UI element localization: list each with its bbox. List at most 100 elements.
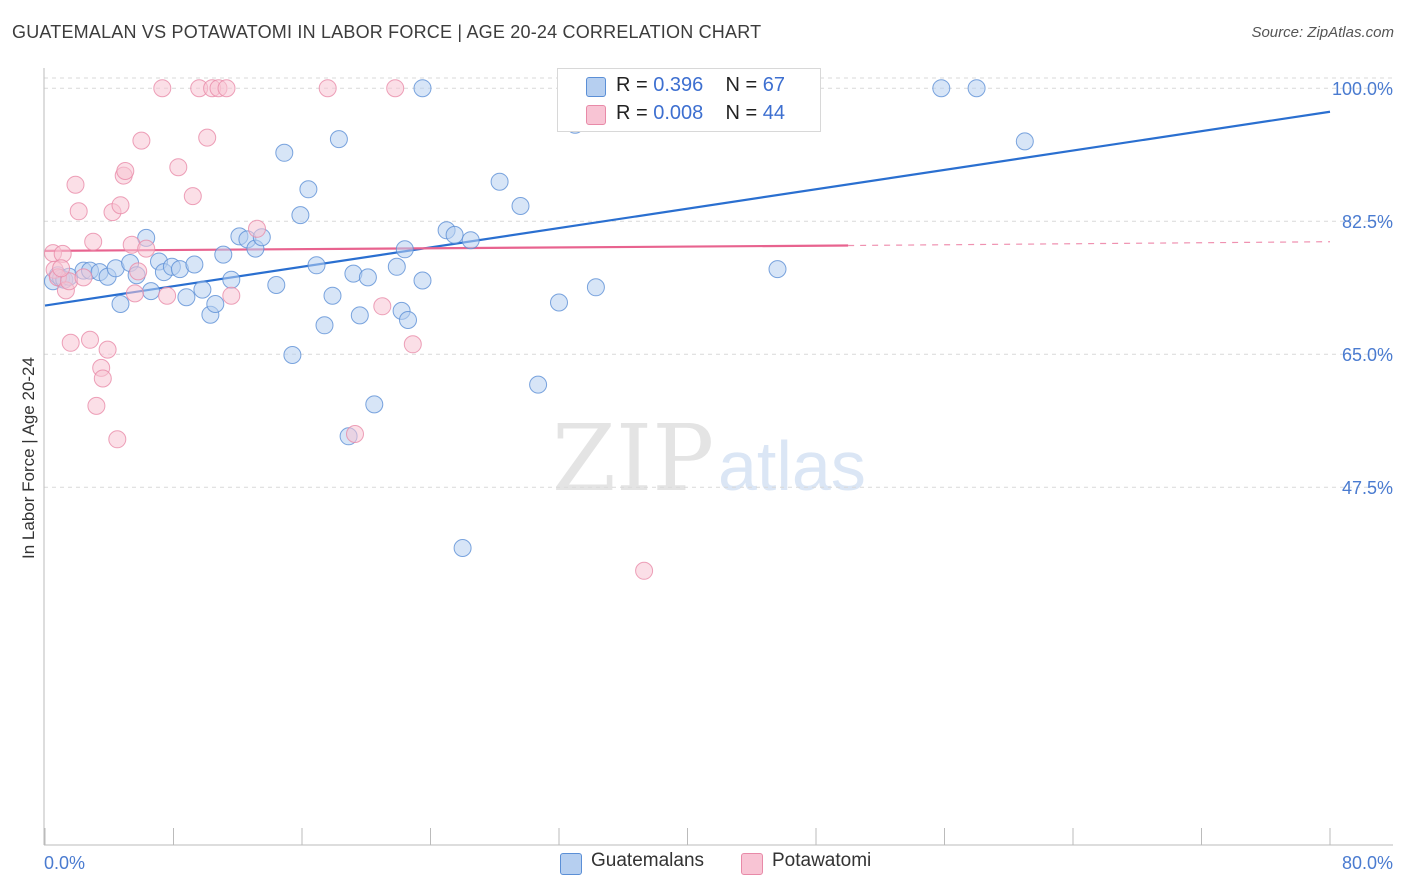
- potawatomi-point: [635, 561, 654, 580]
- legend-swatch-blue: [560, 853, 582, 875]
- guatemalan-point: [307, 256, 326, 275]
- potawatomi-point: [61, 333, 80, 352]
- guatemalan-point: [275, 143, 294, 162]
- potawatomi-trend-extension: [848, 241, 1331, 247]
- correlation-legend: R = 0.396 N = 67 R = 0.008 N = 44: [557, 68, 821, 132]
- source-label: Source: ZipAtlas.com: [1251, 24, 1394, 41]
- guatemalan-point: [142, 282, 160, 301]
- potawatomi-point: [74, 268, 93, 287]
- data-points: [44, 79, 1034, 580]
- guatemalan-point: [387, 257, 406, 276]
- potawatomi-point: [403, 335, 422, 354]
- legend-label: Potawatomi: [772, 850, 872, 871]
- series-legend: Guatemalans Potawatomi: [0, 850, 1406, 880]
- guatemalan-point: [283, 346, 302, 364]
- legend-label: Guatemalans: [591, 850, 705, 871]
- potawatomi-point: [125, 284, 144, 303]
- potawatomi-point: [108, 430, 127, 449]
- guatemalan-point: [206, 295, 225, 313]
- guatemalan-point: [1015, 132, 1034, 151]
- potawatomi-point: [129, 262, 148, 281]
- guatemalan-point: [315, 316, 334, 335]
- watermark-zip: ZIP: [552, 405, 714, 512]
- guatemalan-point: [222, 270, 241, 289]
- legend-r-value: 0.396: [653, 74, 704, 96]
- potawatomi-point: [93, 369, 112, 388]
- legend-n-label: N =: [725, 74, 763, 96]
- guatemalan-point: [967, 79, 986, 98]
- x-tick-label: 80.0%: [1342, 853, 1393, 873]
- grid: [44, 77, 1393, 488]
- legend-swatch-blue: [586, 77, 606, 97]
- guatemalan-point: [185, 255, 204, 274]
- guatemalan-point: [329, 130, 348, 149]
- y-tick-label: 82.5%: [1342, 212, 1393, 232]
- potawatomi-point: [183, 187, 202, 206]
- potawatomi-point: [346, 425, 364, 443]
- guatemalan-point: [111, 295, 130, 313]
- guatemalan-trend-line: [44, 110, 1331, 307]
- potawatomi-point: [198, 128, 217, 147]
- guatemalan-point: [214, 245, 233, 264]
- axes: [43, 68, 1393, 846]
- potawatomi-point: [386, 79, 405, 98]
- guatemalan-point: [529, 375, 548, 394]
- guatemalan-point: [267, 276, 286, 294]
- potawatomi-point: [137, 239, 156, 258]
- trend-lines: [44, 110, 1331, 307]
- legend-swatch-pink: [586, 105, 606, 125]
- legend-r-label: R =: [616, 74, 654, 96]
- potawatomi-point: [169, 158, 188, 177]
- potawatomi-point: [111, 196, 130, 215]
- legend-n-value: 44: [762, 102, 786, 124]
- legend-r-value: 0.008: [653, 102, 704, 124]
- potawatomi-point: [116, 162, 135, 180]
- watermark-atlas: atlas: [718, 427, 866, 505]
- potawatomi-point: [318, 79, 337, 98]
- guatemalan-point: [768, 260, 787, 279]
- guatemalan-point: [932, 79, 951, 98]
- chart-title: GUATEMALAN VS POTAWATOMI IN LABOR FORCE …: [12, 22, 762, 42]
- guatemalan-point: [550, 293, 568, 312]
- potawatomi-point: [98, 340, 117, 359]
- potawatomi-point: [153, 79, 172, 98]
- guatemalan-point: [511, 197, 530, 215]
- potawatomi-point: [248, 219, 266, 238]
- guatemalan-point: [358, 268, 377, 287]
- guatemalan-point: [586, 278, 605, 297]
- y-tick-label: 47.5%: [1342, 478, 1393, 498]
- potawatomi-point: [52, 259, 71, 278]
- potawatomi-point: [132, 131, 151, 150]
- potawatomi-point: [217, 79, 236, 98]
- guatemalan-point: [291, 206, 310, 225]
- guatemalan-point: [350, 306, 369, 325]
- y-tick-label: 65.0%: [1342, 345, 1393, 365]
- y-tick-label: 100.0%: [1332, 79, 1393, 99]
- guatemalan-point: [490, 172, 509, 191]
- guatemalan-point: [461, 231, 480, 250]
- guatemalan-point: [323, 286, 342, 305]
- potawatomi-point: [373, 297, 392, 316]
- potawatomi-trend-line: [44, 244, 849, 252]
- potawatomi-point: [87, 396, 106, 415]
- guatemalan-point: [413, 79, 432, 98]
- potawatomi-point: [81, 330, 99, 349]
- legend-swatch-pink: [741, 853, 763, 875]
- guatemalan-point: [177, 288, 196, 307]
- guatemalan-point: [453, 539, 472, 557]
- watermark: ZIP atlas: [552, 405, 866, 512]
- potawatomi-point: [66, 175, 85, 194]
- legend-n-label: N =: [725, 102, 763, 124]
- potawatomi-point: [222, 286, 241, 305]
- potawatomi-point: [158, 286, 177, 305]
- potawatomi-point: [69, 202, 88, 221]
- guatemalan-point: [365, 395, 384, 414]
- tick-labels: 47.5% 65.0% 82.5% 100.0% 0.0% 80.0%: [44, 79, 1393, 873]
- guatemalan-point: [193, 280, 212, 299]
- y-axis-label: In Labor Force | Age 20-24: [19, 357, 38, 559]
- guatemalan-point: [445, 225, 464, 244]
- legend-n-value: 67: [762, 74, 786, 96]
- guatemalan-point: [299, 180, 318, 199]
- legend-r-label: R =: [616, 102, 654, 124]
